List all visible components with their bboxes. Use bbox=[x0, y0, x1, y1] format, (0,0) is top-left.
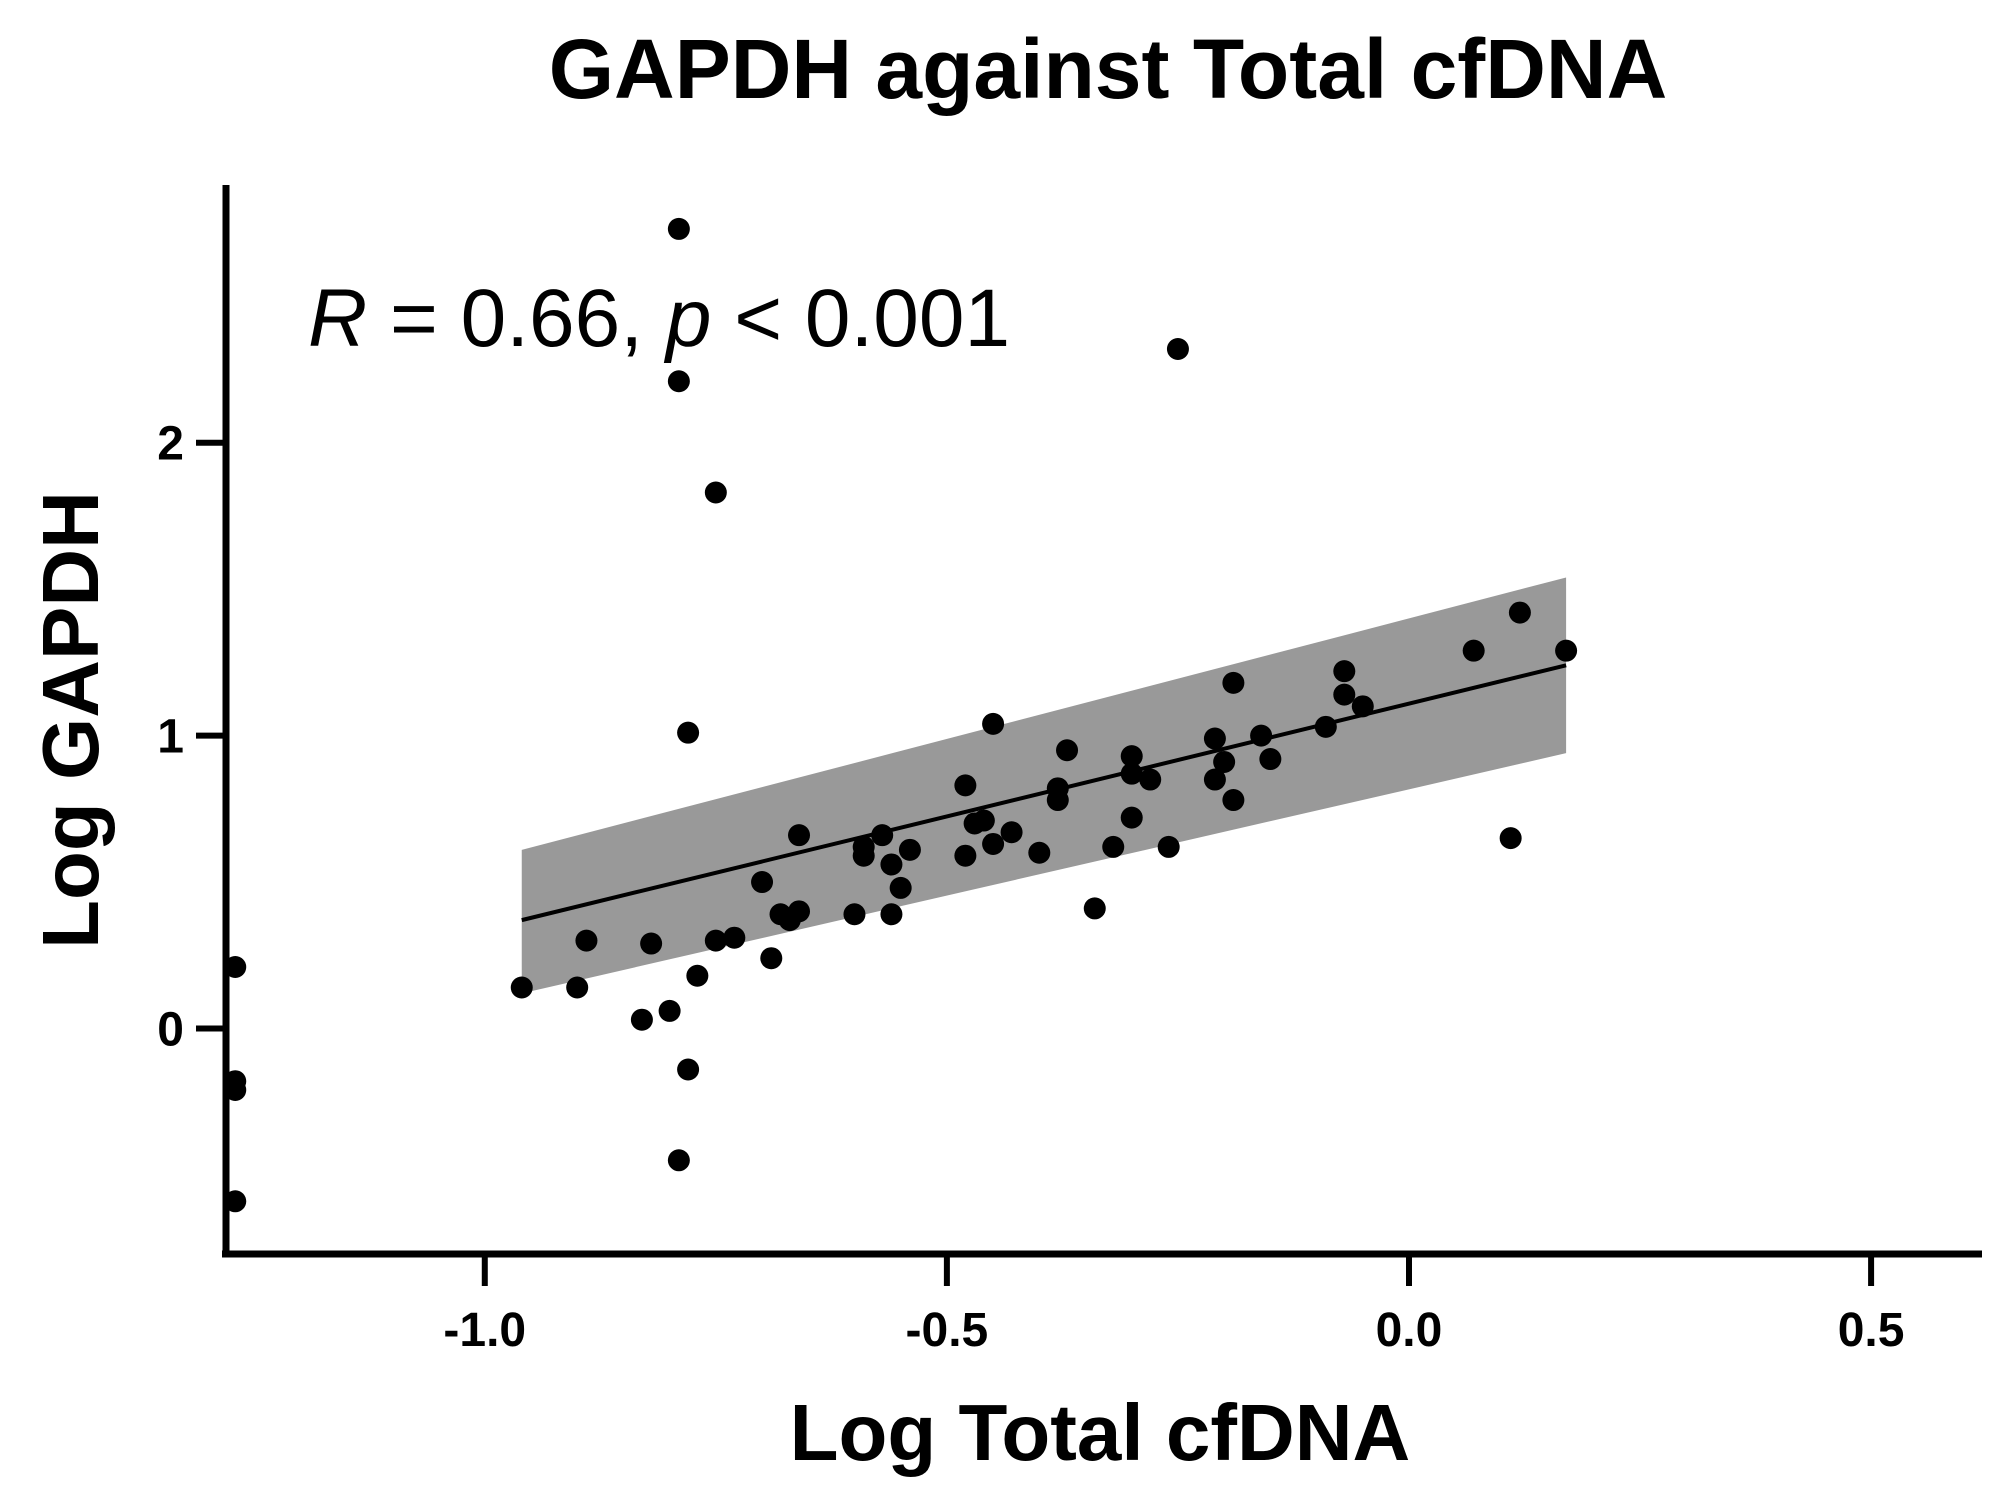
data-point bbox=[677, 721, 700, 744]
data-point bbox=[1508, 601, 1531, 624]
x-tick-label: 0.0 bbox=[1376, 1304, 1443, 1357]
p-symbol: p bbox=[663, 273, 712, 364]
data-point bbox=[954, 844, 977, 867]
data-point bbox=[982, 712, 1005, 735]
data-point bbox=[224, 1190, 247, 1213]
y-tick-label: 0 bbox=[157, 1003, 184, 1056]
data-point bbox=[1028, 841, 1051, 864]
data-point bbox=[1166, 338, 1189, 361]
x-tick-label: -1.0 bbox=[443, 1304, 526, 1357]
data-point bbox=[658, 999, 681, 1022]
data-point bbox=[1120, 762, 1143, 785]
confidence-band bbox=[521, 577, 1567, 994]
data-point bbox=[510, 976, 533, 999]
data-point bbox=[1203, 727, 1226, 750]
data-point bbox=[640, 932, 663, 955]
data-point bbox=[1351, 695, 1374, 718]
data-point bbox=[1499, 827, 1522, 850]
data-point bbox=[677, 1058, 700, 1081]
ci-band-layer bbox=[521, 577, 1567, 994]
y-tick-label: 2 bbox=[157, 418, 184, 471]
p-value-text: < 0.001 bbox=[711, 273, 1010, 364]
data-point bbox=[788, 900, 811, 923]
data-point bbox=[1333, 683, 1356, 706]
data-point bbox=[224, 955, 247, 978]
data-point bbox=[575, 929, 598, 952]
data-point bbox=[1314, 715, 1337, 738]
data-point bbox=[880, 853, 903, 876]
y-tick-label: 1 bbox=[157, 711, 184, 764]
data-point bbox=[723, 926, 746, 949]
data-point bbox=[852, 844, 875, 867]
data-point bbox=[972, 809, 995, 832]
data-point bbox=[630, 1008, 653, 1031]
data-point bbox=[1102, 835, 1125, 858]
data-point bbox=[982, 832, 1005, 855]
y-axis-label: Log GAPDH bbox=[26, 491, 115, 949]
chart-title: GAPDH against Total cfDNA bbox=[549, 22, 1668, 116]
data-point bbox=[224, 1078, 247, 1101]
data-point bbox=[1120, 806, 1143, 829]
data-point bbox=[871, 824, 894, 847]
data-point bbox=[788, 824, 811, 847]
x-tick-label: 0.5 bbox=[1838, 1304, 1905, 1357]
data-point bbox=[880, 903, 903, 926]
data-point bbox=[1000, 821, 1023, 844]
data-point bbox=[1555, 639, 1578, 662]
data-point bbox=[889, 876, 912, 899]
data-point bbox=[686, 964, 709, 987]
x-ticks: -1.0 -0.5 0.0 0.5 bbox=[443, 1254, 1904, 1357]
data-point bbox=[1203, 768, 1226, 791]
data-point bbox=[1139, 768, 1162, 791]
data-point bbox=[1333, 660, 1356, 683]
correlation-annotation: R = 0.66, p < 0.001 bbox=[308, 273, 1010, 364]
data-point bbox=[1222, 671, 1245, 694]
data-point bbox=[667, 370, 690, 393]
data-point bbox=[704, 481, 727, 504]
data-point bbox=[1157, 835, 1180, 858]
data-point bbox=[704, 929, 727, 952]
data-point bbox=[1213, 750, 1236, 773]
x-axis-label: Log Total cfDNA bbox=[790, 1388, 1411, 1477]
data-point bbox=[667, 1149, 690, 1172]
data-point bbox=[1462, 639, 1485, 662]
data-point bbox=[898, 838, 921, 861]
data-point bbox=[1120, 745, 1143, 768]
data-point bbox=[751, 871, 774, 894]
data-point bbox=[566, 976, 589, 999]
data-point bbox=[1250, 724, 1273, 747]
y-ticks: 0 1 2 bbox=[157, 418, 226, 1056]
data-point bbox=[1046, 789, 1069, 812]
r-value-text: = 0.66, bbox=[367, 273, 666, 364]
regression-line bbox=[521, 663, 1567, 923]
data-point bbox=[843, 903, 866, 926]
r-symbol: R bbox=[308, 273, 367, 364]
data-point bbox=[1259, 748, 1282, 771]
regression-line-layer bbox=[521, 663, 1567, 923]
data-point bbox=[760, 947, 783, 970]
data-point bbox=[1083, 897, 1106, 920]
data-point bbox=[667, 217, 690, 240]
x-tick-label: -0.5 bbox=[906, 1304, 989, 1357]
points-layer bbox=[224, 217, 1578, 1213]
data-point bbox=[1056, 739, 1079, 762]
data-point bbox=[1222, 789, 1245, 812]
data-point bbox=[954, 774, 977, 797]
